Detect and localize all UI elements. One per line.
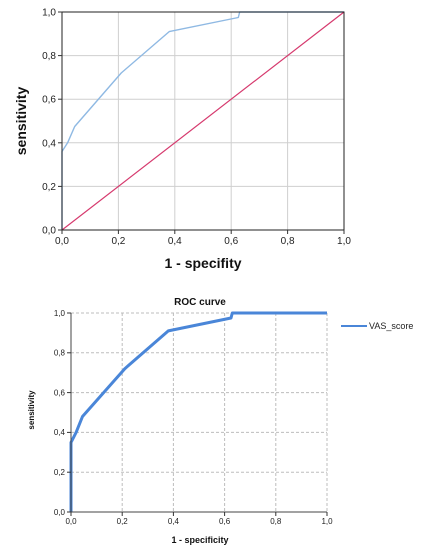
- chart-1-x-axis-label: 1 - specifity: [164, 255, 241, 271]
- chart-2-legend: VAS_score: [341, 321, 413, 331]
- chart-1-top-roc: 0,0 0,2 0,4 0,6 0,8 1,0 0,0 0,2 0,4 0,6 0,8 1,0 1 …: [13, 8, 351, 272]
- chart-2-y-tick-label: 0,2: [54, 468, 66, 477]
- chart-1-y-tick-label: 0,6: [42, 95, 56, 106]
- chart-2-y-ticks: 0,0 0,2 0,4 0,6 0,8 1,0: [54, 309, 71, 517]
- chart-2-y-tick-label: 0,4: [54, 428, 66, 437]
- chart-2-x-ticks: 0,0 0,2 0,4 0,6 0,8 1,0: [65, 512, 333, 526]
- chart-2-bottom-roc: ROC curve 0,0 0,2 0,4 0,6 0,8 1,0 0,00,20,40,…: [27, 297, 413, 545]
- chart-2-gridlines: [71, 312, 328, 512]
- chart-1-series-reference-line: [61, 11, 345, 231]
- chart-1-x-tick-label: 0,2: [111, 236, 125, 247]
- chart-2-x-tick-label: 0,2: [117, 517, 129, 526]
- chart-1-y-tick-label: 0,8: [42, 51, 56, 62]
- chart-2-x-tick-label: 0,0: [65, 517, 77, 526]
- chart-1-gridlines: [62, 12, 344, 230]
- chart-1-y-tick-label: 1,0: [42, 8, 56, 19]
- chart-2-x-tick-label: 1,0: [321, 517, 333, 526]
- chart-2-x-tick-label: 0,6: [219, 517, 231, 526]
- chart-2-x-tick-label: 0,8: [270, 517, 282, 526]
- chart-2-title: ROC curve: [174, 297, 226, 308]
- chart-1-y-ticks: 0,0 0,2 0,4 0,6 0,8 1,0: [42, 8, 62, 237]
- chart-1-x-tick-label: 0,8: [281, 236, 295, 247]
- chart-2-plot-background: [71, 313, 327, 512]
- chart-1-y-tick-label: 0,4: [42, 138, 56, 149]
- chart-1-x-tick-label: 1,0: [337, 236, 351, 247]
- chart-2-x-tick-label: 0,4: [168, 517, 180, 526]
- chart-2-y-tick-label: 0,0: [54, 508, 66, 517]
- chart-1-x-tick-label: 0,6: [224, 236, 238, 247]
- chart-1-plot-frame: [61, 11, 345, 231]
- chart-1-y-tick-label: 0,0: [42, 226, 56, 237]
- chart-2-x-axis-label: 1 - specificity: [171, 535, 228, 545]
- chart-2-y-tick-label: 0,8: [54, 349, 66, 358]
- chart-2-y-axis-label: sensitivity: [27, 390, 36, 430]
- chart-1-x-tick-label: 0,4: [168, 236, 182, 247]
- chart-1-x-ticks: 0,0 0,2 0,4 0,6 0,8 1,0: [55, 230, 351, 247]
- chart-1-y-axis-label: sensitivity: [13, 87, 29, 156]
- chart-1-y-tick-label: 0,2: [42, 182, 56, 193]
- chart-2-y-tick-label: 1,0: [54, 309, 66, 318]
- legend-entry-vas-score: VAS_score: [369, 321, 413, 331]
- chart-2-y-tick-label: 0,6: [54, 388, 66, 397]
- chart-1-x-tick-label: 0,0: [55, 236, 69, 247]
